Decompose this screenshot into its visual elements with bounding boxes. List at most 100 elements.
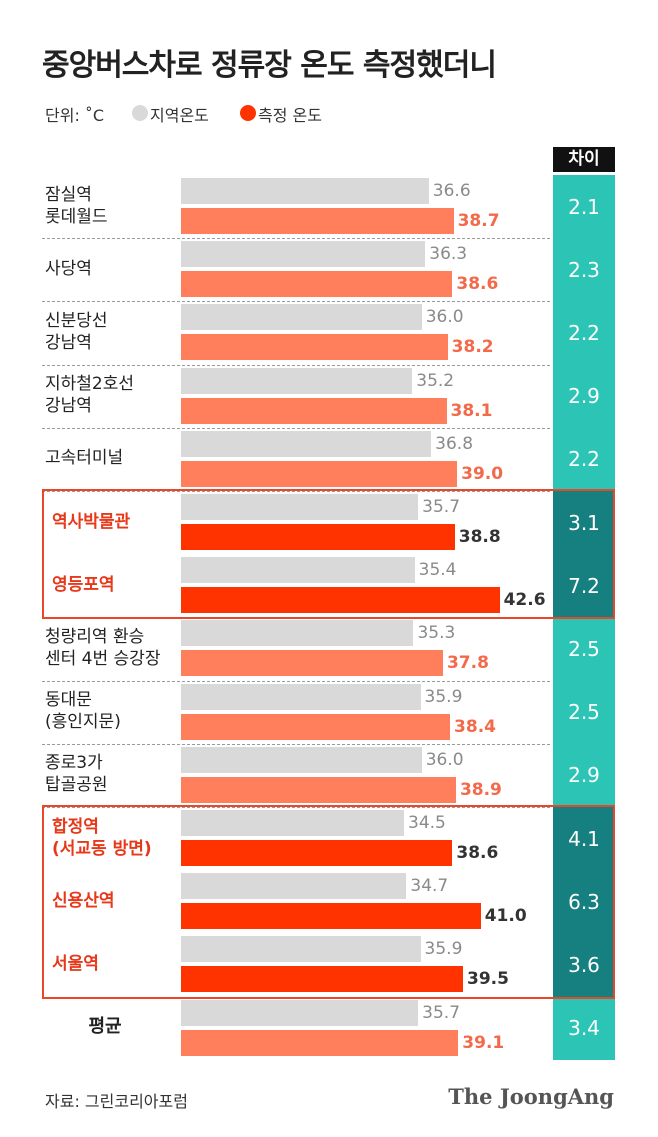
diff-value: 2.1 — [568, 194, 600, 219]
value-label: 36.6 — [432, 181, 471, 201]
diff-cell — [553, 238, 615, 302]
value-label: 38.8 — [458, 527, 501, 547]
bar — [181, 271, 453, 298]
value-label: 41.0 — [484, 906, 527, 927]
bar — [181, 746, 422, 773]
bar — [181, 650, 443, 677]
value-label: 42.6 — [503, 590, 546, 611]
bar — [181, 304, 422, 331]
category-label: 종로3가 탑골공원 — [45, 753, 108, 796]
category-label: 합정역 (서교동 방면) — [52, 816, 152, 859]
row-divider — [42, 301, 550, 303]
value-label: 35.4 — [418, 560, 457, 581]
legend-dot — [132, 105, 148, 121]
bar — [181, 810, 405, 836]
value-label: 38.6 — [456, 274, 499, 295]
diff-cell — [553, 996, 615, 1061]
diff-cell — [553, 870, 615, 934]
value-label: 38.1 — [450, 400, 493, 421]
diff-value: 2.3 — [568, 257, 600, 282]
bar — [181, 713, 451, 740]
bar — [181, 620, 414, 647]
bar — [181, 936, 421, 963]
value-label: 37.8 — [446, 653, 489, 674]
category-label: 신분당선 강남역 — [45, 311, 108, 353]
category-label: 서울역 — [52, 954, 99, 974]
value-label: 38.9 — [459, 779, 502, 800]
bar — [181, 966, 464, 993]
highlight-box — [42, 805, 615, 999]
category-label: 청량리역 환승 센터 4번 승강장 — [45, 627, 161, 669]
diff-value: 3.4 — [568, 1016, 600, 1041]
value-label: 39.1 — [462, 1032, 505, 1053]
diff-value: 4.1 — [568, 826, 600, 851]
bar — [181, 683, 421, 710]
value-label: 38.7 — [457, 211, 500, 231]
diff-cell — [553, 175, 615, 239]
category-label: 지하철2호선 강남역 — [45, 374, 135, 417]
bar — [181, 178, 429, 204]
bar — [181, 460, 458, 487]
bar — [181, 430, 432, 457]
value-label: 38.2 — [451, 337, 494, 358]
diff-header: 차이 — [553, 147, 615, 172]
source: 자료: 그린코리아포럼 — [45, 1092, 188, 1111]
diff-cell — [553, 680, 615, 745]
value-label: 36.0 — [425, 749, 464, 770]
legend-label: 지역온도 — [150, 106, 209, 125]
value-label: 36.3 — [429, 244, 468, 265]
bar — [181, 587, 500, 614]
bar — [181, 367, 413, 394]
value-label: 39.0 — [461, 463, 504, 484]
legend-label: 측정 온도 — [258, 106, 322, 125]
bar — [181, 334, 448, 361]
diff-cell — [553, 301, 615, 366]
row-divider — [42, 427, 550, 429]
category-label: 사당역 — [45, 258, 92, 279]
value-label: 36.0 — [425, 307, 464, 328]
diff-value: 2.5 — [568, 637, 600, 661]
diff-value: 6.3 — [568, 889, 600, 914]
value-label: 34.5 — [408, 813, 446, 833]
category-label: 영등포역 — [52, 574, 115, 595]
row-divider — [42, 807, 550, 808]
value-label: 35.9 — [424, 939, 463, 960]
row-divider — [42, 491, 550, 492]
row-divider — [42, 680, 550, 682]
bar — [181, 1029, 459, 1056]
bar — [181, 494, 419, 520]
bar — [181, 208, 454, 234]
category-label: 동대문 (흥인지문) — [45, 690, 121, 733]
category-label: 평균 — [88, 1016, 122, 1038]
diff-value: 3.1 — [568, 510, 600, 535]
diff-value: 7.2 — [568, 573, 600, 598]
row-divider — [42, 238, 550, 240]
title: 중앙버스차로 정류장 온도 측정했더니 — [42, 48, 497, 83]
diff-value: 2.2 — [568, 321, 600, 345]
diff-cell — [553, 933, 615, 998]
diff-cell — [553, 491, 615, 555]
row-divider — [42, 743, 550, 745]
row-divider — [42, 364, 550, 366]
value-label: 35.9 — [424, 686, 463, 707]
diff-value: 3.6 — [568, 953, 600, 977]
diff-value: 2.5 — [568, 700, 600, 725]
bar — [181, 999, 419, 1026]
unit: 단위: ˚C — [45, 106, 105, 125]
category-label: 고속터미널 — [45, 448, 124, 469]
bar — [181, 397, 447, 424]
category-label: 역사박물관 — [52, 511, 131, 532]
bar — [181, 873, 407, 900]
value-label: 38.6 — [456, 843, 499, 863]
bar — [181, 524, 455, 550]
legend-dot — [240, 105, 256, 121]
diff-cell — [553, 743, 615, 808]
bar — [181, 776, 456, 803]
value-label: 34.7 — [410, 876, 449, 897]
diff-value: 2.9 — [568, 763, 600, 788]
value-label: 35.7 — [422, 1002, 461, 1023]
bar — [181, 557, 415, 584]
bar — [181, 241, 426, 268]
category-label: 잠실역 롯데월드 — [45, 184, 108, 227]
